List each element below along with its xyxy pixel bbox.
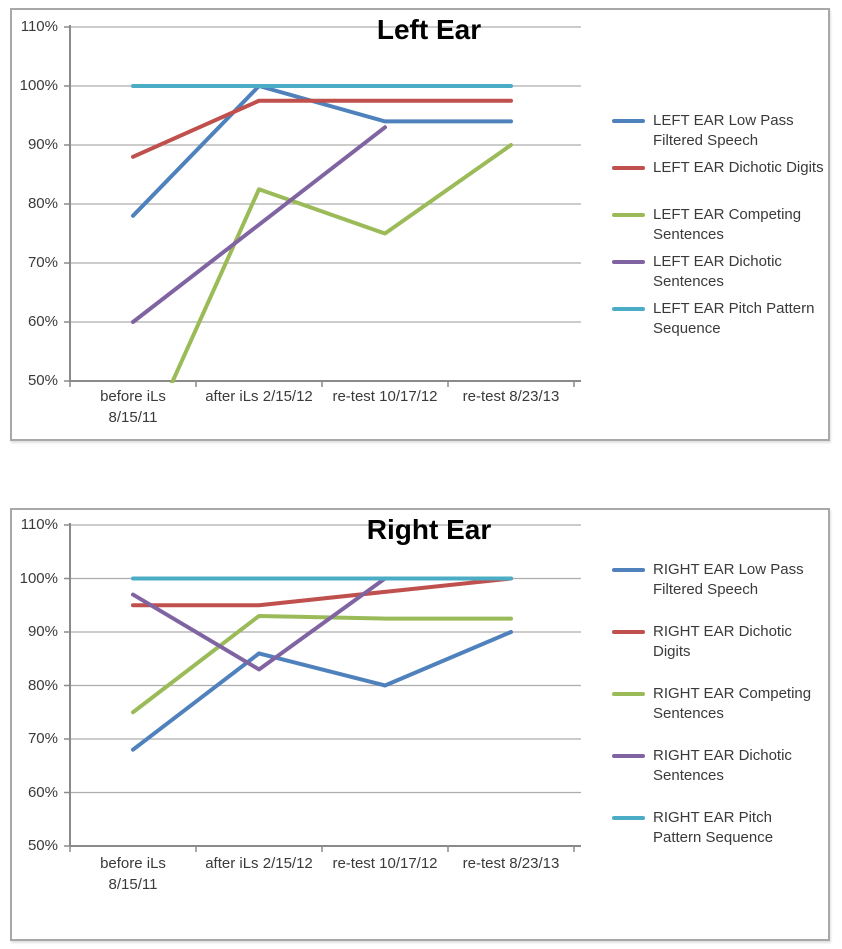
y-axis-label-100: 100% <box>19 77 58 94</box>
chart-svg <box>64 523 581 852</box>
legend-swatch-left-ear-dichotic-digits <box>612 166 645 170</box>
left-ear-legend: LEFT EAR Low Pass Filtered Speech LEFT EA… <box>612 111 830 346</box>
legend-item-right-ear-competing-sentences: RIGHT EAR Competing Sentences <box>612 684 830 746</box>
y-axis-label-70: 70% <box>27 730 58 747</box>
legend-label-right-ear-competing-sentences: RIGHT EAR Competing Sentences <box>653 685 812 722</box>
y-axis-label-90: 90% <box>27 136 58 153</box>
right-ear-chart-title: Right Ear <box>366 514 492 545</box>
y-axis-label-50: 50% <box>27 372 58 389</box>
series-line-right-ear-competing-sentences <box>131 613 513 715</box>
legend-item-left-ear-competing-sentences: LEFT EAR Competing Sentences <box>612 205 830 252</box>
legend-label-right-ear-pitch-pattern-sequence: RIGHT EAR Pitch Pattern Sequence <box>653 809 774 846</box>
y-axis-label-50: 50% <box>27 837 58 854</box>
legend-swatch-right-ear-competing-sentences <box>612 692 645 696</box>
legend-label-right-ear-low-pass-filtered-speech: RIGHT EAR Low Pass Filtered Speech <box>653 561 804 598</box>
series-line-right-ear-dichotic-sentences <box>131 576 387 672</box>
right-ear-legend: RIGHT EAR Low Pass Filtered Speech RIGHT … <box>612 560 830 870</box>
legend-item-right-ear-pitch-pattern-sequence: RIGHT EAR Pitch Pattern Sequence <box>612 808 830 870</box>
legend-swatch-right-ear-low-pass-filtered-speech <box>612 568 645 572</box>
series-line-left-ear-low-pass-filtered-speech <box>131 84 513 218</box>
legend-label-left-ear-dichotic-digits: LEFT EAR Dichotic Digits <box>653 159 824 176</box>
legend-item-right-ear-dichotic-sentences: RIGHT EAR Dichotic Sentences <box>612 746 830 808</box>
x-axis-label-2: re-test 10/17/12 <box>332 388 438 405</box>
x-axis-label-1: after iLs 2/15/12 <box>205 388 313 405</box>
y-axis-label-90: 90% <box>27 623 58 640</box>
legend-swatch-left-ear-dichotic-sentences <box>612 260 645 264</box>
series-line-left-ear-dichotic-digits <box>131 98 513 159</box>
legend-item-left-ear-dichotic-digits: LEFT EAR Dichotic Digits <box>612 158 830 205</box>
x-axis-label-3: re-test 8/23/13 <box>462 388 560 405</box>
legend-swatch-right-ear-dichotic-sentences <box>612 754 645 758</box>
legend-swatch-left-ear-pitch-pattern-sequence <box>612 307 645 311</box>
x-axis-label-0: before iLs 8/15/11 <box>100 388 166 426</box>
y-axis-label-70: 70% <box>27 254 58 271</box>
legend-swatch-right-ear-pitch-pattern-sequence <box>612 816 645 820</box>
legend-item-left-ear-pitch-pattern-sequence: LEFT EAR Pitch Pattern Sequence <box>612 299 830 346</box>
legend-item-left-ear-dichotic-sentences: LEFT EAR Dichotic Sentences <box>612 252 830 299</box>
right-ear-plot-area <box>10 508 830 941</box>
legend-label-left-ear-dichotic-sentences: LEFT EAR Dichotic Sentences <box>653 253 782 290</box>
y-axis-label-110: 110% <box>20 516 58 533</box>
chart-svg <box>64 25 581 387</box>
x-axis-label-2: re-test 10/17/12 <box>332 855 438 872</box>
y-axis-label-110: 110% <box>20 18 58 35</box>
y-axis-label-100: 100% <box>19 569 58 587</box>
y-axis-label-60: 60% <box>27 313 58 330</box>
legend-item-right-ear-low-pass-filtered-speech: RIGHT EAR Low Pass Filtered Speech <box>612 560 830 622</box>
left-ear-chart-title: Left Ear <box>376 14 482 45</box>
y-axis-label-80: 80% <box>27 676 58 694</box>
legend-label-left-ear-low-pass-filtered-speech: LEFT EAR Low Pass Filtered Speech <box>653 112 794 149</box>
x-axis-label-3: re-test 8/23/13 <box>462 855 560 872</box>
x-axis-label-0: before iLs 8/15/11 <box>100 855 166 893</box>
x-axis-label-1: after iLs 2/15/12 <box>205 855 313 872</box>
legend-label-left-ear-competing-sentences: LEFT EAR Competing Sentences <box>653 206 802 243</box>
series-line-left-ear-competing-sentences <box>169 143 513 383</box>
right-ear-chart: Right Ear 110% 100% 90% 80% 70% 60% 50% before… <box>10 508 830 941</box>
legend-label-right-ear-dichotic-sentences: RIGHT EAR Dichotic Sentences <box>653 747 792 784</box>
legend-item-left-ear-low-pass-filtered-speech: LEFT EAR Low Pass Filtered Speech <box>612 111 830 158</box>
legend-label-right-ear-dichotic-digits: RIGHT EAR Dichotic Digits <box>653 623 792 660</box>
legend-label-left-ear-pitch-pattern-sequence: LEFT EAR Pitch Pattern Sequence <box>653 300 815 337</box>
legend-swatch-left-ear-low-pass-filtered-speech <box>612 119 645 123</box>
series-line-right-ear-dichotic-digits <box>131 576 513 608</box>
legend-swatch-right-ear-dichotic-digits <box>612 630 645 634</box>
left-ear-chart: Left Ear 110% 100% 90% 80% 70% 60% 50% before … <box>10 8 830 441</box>
left-ear-plot-area <box>10 8 830 441</box>
series-line-right-ear-low-pass-filtered-speech <box>131 630 513 752</box>
series-line-left-ear-dichotic-sentences <box>131 125 387 324</box>
legend-item-right-ear-dichotic-digits: RIGHT EAR Dichotic Digits <box>612 622 830 684</box>
y-axis-label-60: 60% <box>27 783 58 801</box>
y-axis-label-80: 80% <box>27 195 58 212</box>
legend-swatch-left-ear-competing-sentences <box>612 213 645 217</box>
